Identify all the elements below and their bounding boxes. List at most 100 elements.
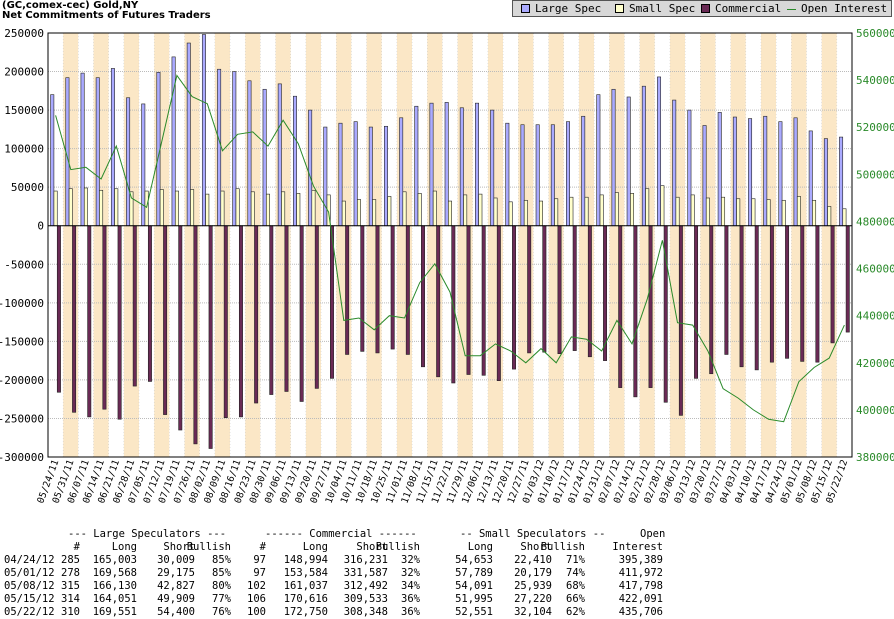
y-right-tick-label: 500000 [856, 168, 894, 181]
background-band [654, 33, 670, 457]
small-spec-bar [99, 189, 104, 227]
commercial-bar [557, 225, 562, 354]
small-spec-bar [736, 198, 741, 227]
commercial-bar [193, 225, 198, 445]
large-spec-bar [368, 126, 373, 227]
large-spec-bar [535, 124, 540, 227]
background-band [806, 33, 822, 457]
chart-source-title: (GC,comex-cec) Gold,NY [2, 0, 139, 11]
table-cell: 285 [61, 554, 80, 566]
background-band [290, 33, 306, 457]
large-spec-bar [429, 102, 434, 227]
small-spec-bar [220, 190, 225, 227]
open-interest-line [55, 74, 845, 423]
table-cell: 435,706 [618, 606, 663, 618]
large-spec-bar [550, 124, 555, 227]
large-spec-bar [384, 125, 388, 227]
background-band [139, 33, 155, 457]
legend-swatch-large-spec [521, 4, 530, 13]
table-cell: 71% [566, 554, 585, 566]
table-cell: 77% [212, 593, 231, 605]
y-left-tick-label: 0 [37, 220, 44, 233]
commercial-bar [694, 225, 699, 379]
large-spec-bar [110, 68, 115, 227]
large-spec-bar [323, 126, 328, 227]
table-cell: 161,037 [283, 580, 328, 592]
chart-subtitle: Net Commitments of Futures Traders [2, 10, 211, 21]
background-band [154, 33, 170, 457]
background-band [472, 33, 488, 457]
y-right-tick-label: 440000 [856, 310, 894, 323]
table-cell: 308,348 [343, 606, 388, 618]
small-spec-bar [796, 196, 801, 227]
commercial-bar [132, 225, 137, 387]
background-band [123, 33, 140, 457]
commercial-bar [496, 225, 501, 381]
background-band [639, 33, 655, 457]
commercial-bar [375, 225, 380, 354]
table-cell: 106 [247, 593, 266, 605]
large-spec-bar [444, 102, 449, 227]
background-band [821, 33, 837, 457]
table-column-header: Long [467, 541, 493, 553]
small-spec-bar [842, 208, 847, 227]
background-band [93, 33, 109, 457]
small-spec-bar [114, 188, 119, 227]
commercial-bar [405, 225, 410, 355]
background-band [594, 33, 610, 457]
table-column-header: Short [356, 541, 388, 553]
small-spec-bar [432, 190, 437, 227]
background-band [533, 33, 549, 457]
y-left-tick-label: -300000 [0, 451, 44, 464]
background-band [336, 33, 352, 457]
y-left-tick-label: -250000 [0, 412, 44, 425]
y-left-tick-label: -100000 [0, 297, 44, 310]
background-band [700, 33, 716, 457]
legend-label-small-spec: Small Spec [629, 2, 696, 15]
table-column-header: Short [520, 541, 552, 553]
background-band [624, 33, 640, 457]
table-cell: 29,175 [157, 567, 195, 579]
y-right-tick-label: 560000 [856, 27, 894, 40]
table-row-date: 05/08/12 [4, 580, 55, 592]
table-cell: 97 [253, 567, 266, 579]
commercial-bar [739, 225, 744, 368]
y-right-tick-label: 400000 [856, 404, 894, 417]
large-spec-bar [399, 117, 404, 227]
commercial-bar [223, 225, 228, 418]
large-spec-bar [520, 124, 525, 227]
y-right-tick-label: 420000 [856, 357, 894, 370]
table-cell: 170,616 [283, 593, 328, 605]
background-band [321, 33, 337, 457]
y-right-tick-label: 460000 [856, 263, 894, 276]
table-column-header: Long [111, 541, 137, 553]
commercial-bar [512, 225, 516, 370]
small-spec-bar [372, 199, 377, 227]
commercial-bar [572, 225, 577, 351]
large-spec-bar [717, 112, 722, 227]
small-spec-bar [341, 200, 346, 227]
commercial-bar [72, 225, 77, 413]
background-band [685, 33, 701, 457]
large-spec-bar [232, 71, 237, 227]
background-band [63, 33, 79, 457]
table-cell: 76% [212, 606, 231, 618]
background-band [563, 33, 579, 457]
small-spec-bar [721, 196, 726, 227]
table-cell: 54,653 [455, 554, 493, 566]
small-spec-bar [766, 199, 771, 227]
commercial-bar [269, 225, 274, 395]
large-spec-bar [171, 56, 176, 227]
large-spec-bar [672, 99, 677, 227]
table-cell: 34% [401, 580, 420, 592]
large-spec-bar [80, 72, 85, 227]
large-spec-bar [262, 88, 267, 227]
small-spec-bar [205, 193, 210, 227]
commercial-bar [618, 225, 623, 388]
commercial-bar [330, 225, 334, 379]
background-band [715, 33, 731, 457]
commercial-bar [390, 225, 395, 350]
small-spec-bar [250, 191, 255, 227]
table-cell: 36% [401, 606, 420, 618]
commercial-bar [754, 225, 759, 371]
